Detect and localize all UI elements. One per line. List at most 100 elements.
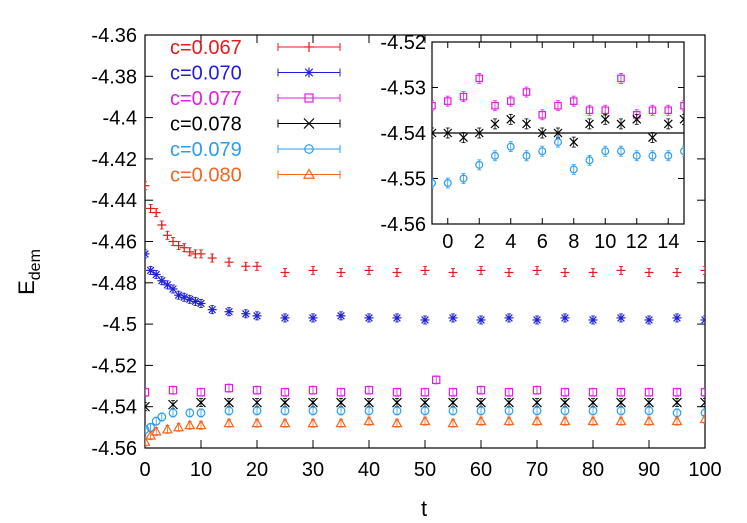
main-data-point <box>280 406 290 416</box>
y-axis-label: Edem <box>14 249 44 295</box>
main-data-point <box>151 208 161 218</box>
main-data-point <box>196 249 206 259</box>
main-data-point <box>532 385 542 395</box>
inset-data-point <box>491 151 500 160</box>
inset-data-point <box>490 119 500 129</box>
main-data-point <box>364 397 374 408</box>
inset-x-tick-label: 0 <box>442 231 453 253</box>
inset-data-point <box>459 92 468 101</box>
main-data-point <box>504 406 514 416</box>
main-data-point <box>644 406 654 416</box>
main-y-tick-label: -4.46 <box>91 232 137 254</box>
inset-y-tick-label: -4.55 <box>380 169 426 191</box>
main-data-point <box>168 284 178 294</box>
main-data-point <box>145 249 150 259</box>
legend-marker <box>304 144 314 154</box>
main-data-point <box>448 313 458 323</box>
inset-y-tick-label: -4.54 <box>380 123 426 145</box>
main-y-tick-label: -4.56 <box>91 438 137 460</box>
main-data-point <box>560 397 570 408</box>
inset-data-point <box>601 106 610 115</box>
main-data-point <box>448 406 458 416</box>
main-data-point <box>168 385 178 395</box>
inset-data-point <box>491 101 499 110</box>
main-data-point <box>157 220 167 230</box>
main-data-point <box>146 265 156 275</box>
legend-marker <box>303 118 315 129</box>
main-x-tick-label: 70 <box>526 459 548 481</box>
inset-data-point <box>443 179 452 188</box>
inset-data-point <box>680 101 684 110</box>
main-x-tick-label: 10 <box>190 459 212 481</box>
main-data-point <box>151 270 161 280</box>
main-data-point <box>207 253 217 263</box>
main-data-point <box>476 315 486 325</box>
main-data-point <box>196 408 206 418</box>
main-data-point <box>308 265 318 275</box>
main-data-point <box>252 385 262 395</box>
legend: c=0.067 c=0.070 c=0.077 c=0.078 c=0.079 c=0.0… <box>170 37 341 187</box>
main-data-point <box>392 397 402 408</box>
main-data-point <box>224 383 234 393</box>
main-x-tick-label: 40 <box>358 459 380 481</box>
inset-x-tick-label: 2 <box>474 231 485 253</box>
legend-label: c=0.079 <box>170 139 242 161</box>
main-data-point <box>308 385 318 395</box>
main-plot: 0 10 20 30 40 50 60 70 80 90 100-4.36-4.38-4.4-4.4… <box>91 25 721 481</box>
main-data-point <box>241 309 251 319</box>
inset-data-point <box>600 114 610 124</box>
legend-label: c=0.067 <box>170 37 242 59</box>
main-data-point <box>616 313 626 323</box>
main-data-point <box>420 388 430 397</box>
main-data-point <box>364 385 374 395</box>
main-y-tick-label: -4.48 <box>91 273 137 295</box>
main-data-point <box>503 415 515 426</box>
main-data-point <box>560 313 570 323</box>
main-points <box>145 181 705 447</box>
main-data-point <box>184 419 196 430</box>
main-data-point <box>252 311 262 321</box>
inset-data-point <box>648 133 657 142</box>
main-data-point <box>280 267 290 277</box>
main-data-point <box>588 388 598 397</box>
main-data-point <box>308 397 318 408</box>
inset-data-point <box>506 142 515 151</box>
main-series-c-0-077 <box>145 375 705 397</box>
main-data-point <box>336 267 346 277</box>
legend-label: c=0.080 <box>170 165 242 187</box>
main-data-point <box>420 315 430 325</box>
inset-data-point <box>679 114 684 124</box>
main-data-point <box>252 261 262 271</box>
main-data-point <box>672 267 682 277</box>
main-x-tick-label: 100 <box>688 459 721 481</box>
main-data-point <box>241 261 251 271</box>
legend-marker <box>304 93 314 103</box>
inset-data-point <box>474 128 484 138</box>
inset-data-point <box>443 97 452 105</box>
main-data-point <box>336 388 346 397</box>
inset-data-point <box>648 106 657 115</box>
inset-y-tick-label: -4.56 <box>380 214 426 236</box>
main-data-point <box>392 267 402 277</box>
main-data-point <box>420 406 430 416</box>
inset-x-tick-label: 8 <box>568 231 579 253</box>
main-data-point <box>223 417 235 428</box>
main-data-point <box>671 415 683 426</box>
main-series-c-0-070 <box>145 249 705 325</box>
main-data-point <box>700 265 705 275</box>
main-series-c-0-067 <box>145 181 705 277</box>
inset-data-point <box>632 151 641 160</box>
inset-data-point <box>459 174 468 183</box>
main-data-point <box>157 276 167 286</box>
main-data-point <box>179 243 189 253</box>
inset-data-point <box>538 147 547 156</box>
inset-data-point <box>506 97 515 105</box>
inset-series-c-0-078 <box>432 113 684 148</box>
main-x-tick-label: 90 <box>638 459 660 481</box>
main-y-tick-label: -4.38 <box>91 66 137 88</box>
inset-x-tick-label: 6 <box>537 231 548 253</box>
main-y-tick-label: -4.36 <box>91 25 137 47</box>
main-data-point <box>392 388 402 397</box>
main-data-point <box>336 406 346 416</box>
main-data-point <box>476 397 486 408</box>
